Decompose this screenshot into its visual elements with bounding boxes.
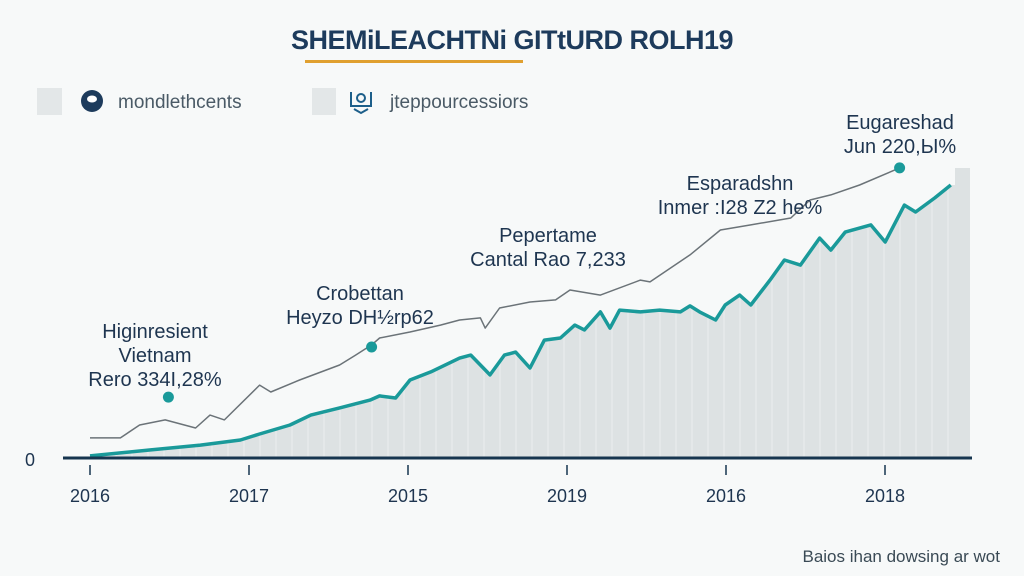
x-tick-label: 2017 [229, 486, 269, 506]
annotation-text: Eugareshad [846, 112, 954, 134]
annotation-dot [894, 162, 906, 174]
footer-note: Baios ihan dowsing ar wot [802, 547, 1000, 566]
annotation-text: Cantal Rao 7,233 [470, 249, 626, 271]
annotation-text: Vietnam [118, 345, 191, 367]
x-tick-label: 2015 [388, 486, 428, 506]
title-underline [305, 60, 523, 63]
y-tick-label: 0 [25, 450, 35, 470]
x-tick-label: 2016 [706, 486, 746, 506]
annotation-text: Rero 334I,28% [88, 369, 222, 391]
legend: mondlethcents jteppourcessiors [37, 88, 528, 115]
annotation-text: Crobettan [316, 283, 404, 305]
chart-title: SHEMiLEACHTNi GITtURD ROLH19 [291, 25, 733, 55]
series-line-2 [90, 167, 900, 439]
legend-label-1: mondlethcents [118, 92, 242, 113]
circle-badge-icon [81, 90, 103, 112]
x-tick-label: 2019 [547, 486, 587, 506]
annotation-text: Esparadshn [687, 173, 794, 195]
annotation-text: Jun 220,Ы% [844, 136, 956, 158]
x-tick-label: 2016 [70, 486, 110, 506]
x-tick-label: 2018 [865, 486, 905, 506]
annotation-text: Higinresient [102, 321, 208, 343]
area-fill [90, 168, 970, 458]
handshake-icon [350, 92, 372, 115]
legend-label-2: jteppourcessiors [389, 92, 528, 113]
annotation-text: Heyzo DH½rp62 [286, 307, 434, 329]
x-axis: 2016 2017 2015 2019 2016 2018 [70, 465, 905, 506]
plot-area [63, 150, 972, 460]
legend-swatch-2 [312, 88, 336, 115]
series-line-1 [89, 183, 952, 458]
area-fill-end [955, 168, 970, 458]
annotation-text: Pepertame [499, 225, 597, 247]
annotation-dot [366, 341, 378, 353]
legend-swatch-1 [37, 88, 62, 115]
annotation-dot [162, 391, 174, 403]
annotation-text: Inmer :I28 Z2 he% [658, 197, 823, 219]
